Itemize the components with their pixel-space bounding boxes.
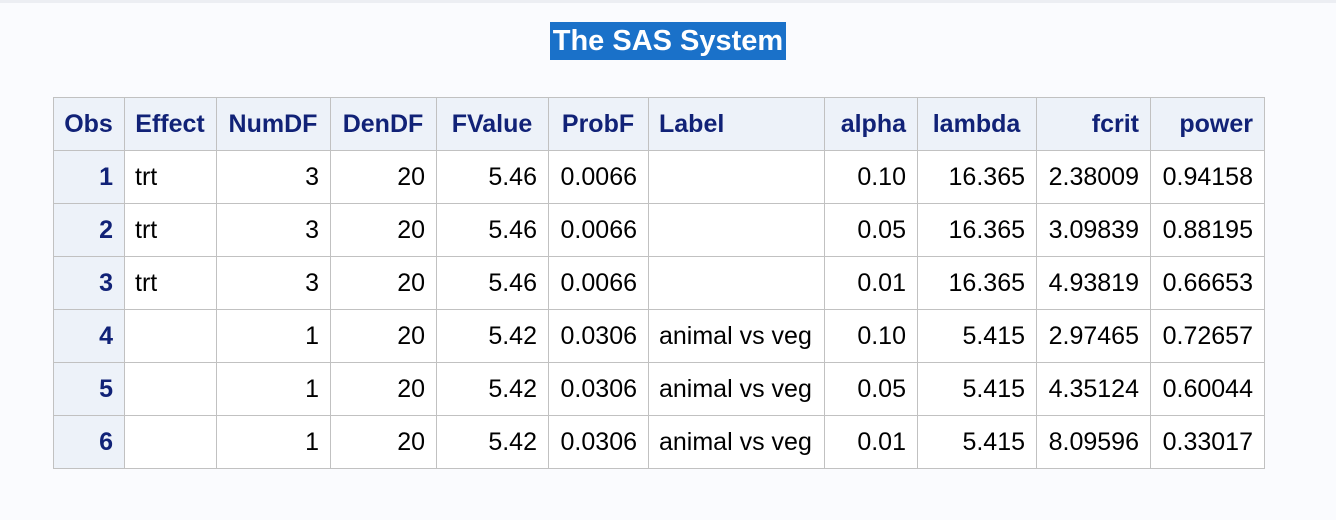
- cell-alpha: 0.05: [824, 362, 918, 416]
- page-title[interactable]: The SAS System: [549, 22, 787, 60]
- cell-dendf: 20: [330, 256, 437, 310]
- cell-numdf: 3: [216, 256, 331, 310]
- cell-probf: 0.0066: [548, 150, 649, 204]
- table-row: 2 trt 3 20 5.46 0.0066 0.05 16.365 3.098…: [53, 203, 1265, 257]
- cell-alpha: 0.01: [824, 415, 918, 469]
- cell-effect: trt: [124, 150, 217, 204]
- cell-fcrit: 2.97465: [1036, 309, 1151, 363]
- cell-label: [648, 256, 825, 310]
- table-header: Obs Effect NumDF DenDF FValue ProbF Labe…: [53, 97, 1265, 151]
- table-row: 5 1 20 5.42 0.0306 animal vs veg 0.05 5.…: [53, 362, 1265, 416]
- cell-fcrit: 4.35124: [1036, 362, 1151, 416]
- cell-label: animal vs veg: [648, 309, 825, 363]
- column-header-effect: Effect: [124, 97, 217, 151]
- title-container: The SAS System: [0, 22, 1336, 60]
- column-header-dendf: DenDF: [330, 97, 437, 151]
- cell-obs: 5: [53, 362, 125, 416]
- cell-effect: trt: [124, 203, 217, 257]
- cell-label: animal vs veg: [648, 415, 825, 469]
- table-row: 4 1 20 5.42 0.0306 animal vs veg 0.10 5.…: [53, 309, 1265, 363]
- cell-numdf: 1: [216, 362, 331, 416]
- cell-numdf: 1: [216, 309, 331, 363]
- cell-power: 0.66653: [1150, 256, 1265, 310]
- cell-numdf: 3: [216, 150, 331, 204]
- cell-lambda: 5.415: [917, 415, 1037, 469]
- cell-power: 0.72657: [1150, 309, 1265, 363]
- cell-numdf: 3: [216, 203, 331, 257]
- cell-obs: 6: [53, 415, 125, 469]
- cell-power: 0.94158: [1150, 150, 1265, 204]
- cell-effect: trt: [124, 256, 217, 310]
- cell-effect: [124, 362, 217, 416]
- column-header-label: Label: [648, 97, 825, 151]
- cell-fcrit: 2.38009: [1036, 150, 1151, 204]
- cell-dendf: 20: [330, 362, 437, 416]
- cell-lambda: 16.365: [917, 256, 1037, 310]
- cell-label: [648, 203, 825, 257]
- cell-dendf: 20: [330, 203, 437, 257]
- column-header-power: power: [1150, 97, 1265, 151]
- cell-fvalue: 5.42: [436, 415, 549, 469]
- column-header-fvalue: FValue: [436, 97, 549, 151]
- cell-dendf: 20: [330, 415, 437, 469]
- cell-lambda: 16.365: [917, 150, 1037, 204]
- cell-effect: [124, 309, 217, 363]
- cell-numdf: 1: [216, 415, 331, 469]
- header-row: Obs Effect NumDF DenDF FValue ProbF Labe…: [53, 97, 1265, 151]
- cell-obs: 1: [53, 150, 125, 204]
- cell-fcrit: 4.93819: [1036, 256, 1151, 310]
- results-table: Obs Effect NumDF DenDF FValue ProbF Labe…: [53, 97, 1265, 469]
- cell-probf: 0.0306: [548, 415, 649, 469]
- table-row: 3 trt 3 20 5.46 0.0066 0.01 16.365 4.938…: [53, 256, 1265, 310]
- cell-probf: 0.0306: [548, 309, 649, 363]
- cell-power: 0.88195: [1150, 203, 1265, 257]
- cell-effect: [124, 415, 217, 469]
- column-header-alpha: alpha: [824, 97, 918, 151]
- cell-fvalue: 5.46: [436, 256, 549, 310]
- cell-probf: 0.0306: [548, 362, 649, 416]
- cell-obs: 2: [53, 203, 125, 257]
- cell-dendf: 20: [330, 309, 437, 363]
- column-header-numdf: NumDF: [216, 97, 331, 151]
- cell-obs: 3: [53, 256, 125, 310]
- column-header-fcrit: fcrit: [1036, 97, 1151, 151]
- cell-probf: 0.0066: [548, 256, 649, 310]
- cell-label: [648, 150, 825, 204]
- cell-fvalue: 5.46: [436, 203, 549, 257]
- table-row: 6 1 20 5.42 0.0306 animal vs veg 0.01 5.…: [53, 415, 1265, 469]
- cell-label: animal vs veg: [648, 362, 825, 416]
- table-body: 1 trt 3 20 5.46 0.0066 0.10 16.365 2.380…: [53, 150, 1265, 469]
- column-header-obs: Obs: [53, 97, 125, 151]
- cell-fvalue: 5.42: [436, 362, 549, 416]
- cell-power: 0.33017: [1150, 415, 1265, 469]
- cell-dendf: 20: [330, 150, 437, 204]
- cell-lambda: 5.415: [917, 362, 1037, 416]
- cell-alpha: 0.10: [824, 309, 918, 363]
- cell-alpha: 0.10: [824, 150, 918, 204]
- cell-alpha: 0.05: [824, 203, 918, 257]
- cell-alpha: 0.01: [824, 256, 918, 310]
- cell-fcrit: 8.09596: [1036, 415, 1151, 469]
- column-header-lambda: lambda: [917, 97, 1037, 151]
- cell-power: 0.60044: [1150, 362, 1265, 416]
- cell-fvalue: 5.46: [436, 150, 549, 204]
- top-rule: [0, 0, 1336, 3]
- cell-lambda: 5.415: [917, 309, 1037, 363]
- table-row: 1 trt 3 20 5.46 0.0066 0.10 16.365 2.380…: [53, 150, 1265, 204]
- cell-fcrit: 3.09839: [1036, 203, 1151, 257]
- column-header-probf: ProbF: [548, 97, 649, 151]
- cell-lambda: 16.365: [917, 203, 1037, 257]
- cell-obs: 4: [53, 309, 125, 363]
- cell-fvalue: 5.42: [436, 309, 549, 363]
- cell-probf: 0.0066: [548, 203, 649, 257]
